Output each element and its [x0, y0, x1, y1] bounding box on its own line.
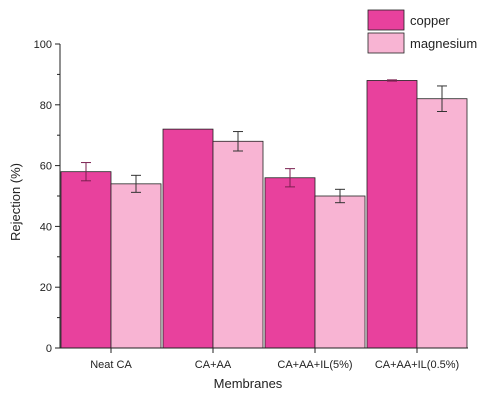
x-axis-title: Membranes	[214, 376, 283, 391]
legend-label-copper: copper	[410, 13, 450, 28]
y-tick-label: 60	[40, 161, 52, 173]
legend-label-magnesium: magnesium	[410, 36, 477, 51]
x-ticks: Neat CA CA+AA CA+AA+IL(5%) CA+AA+IL(0.5%)	[90, 348, 459, 371]
error-bars-layer	[81, 79, 447, 204]
x-tick-label: Neat CA	[90, 359, 132, 371]
legend-swatch-magnesium	[367, 32, 405, 54]
x-tick-label: CA+AA+IL(0.5%)	[375, 359, 459, 371]
x-tick-label: CA+AA+IL(5%)	[277, 359, 352, 371]
y-axis-title: Rejection (%)	[8, 163, 23, 241]
bar-copper	[60, 171, 112, 349]
y-ticks: 0 20 40 60 80 100	[34, 39, 60, 355]
bar-copper	[264, 177, 316, 349]
bar-magnesium	[416, 98, 468, 349]
bar-magnesium	[314, 195, 366, 349]
bar-magnesium	[110, 183, 162, 349]
bar-copper	[162, 128, 214, 349]
y-tick-label: 40	[40, 221, 52, 233]
y-tick-label: 80	[40, 100, 52, 112]
bar-magnesium	[212, 140, 264, 349]
y-tick-label: 20	[40, 282, 52, 294]
x-tick-label: CA+AA	[195, 359, 232, 371]
bar-copper	[366, 80, 418, 349]
legend-swatch-copper	[367, 9, 405, 31]
bars-layer	[60, 80, 468, 349]
y-tick-label: 100	[34, 39, 52, 51]
y-tick-label: 0	[46, 343, 52, 355]
legend: copper magnesium	[367, 9, 477, 54]
